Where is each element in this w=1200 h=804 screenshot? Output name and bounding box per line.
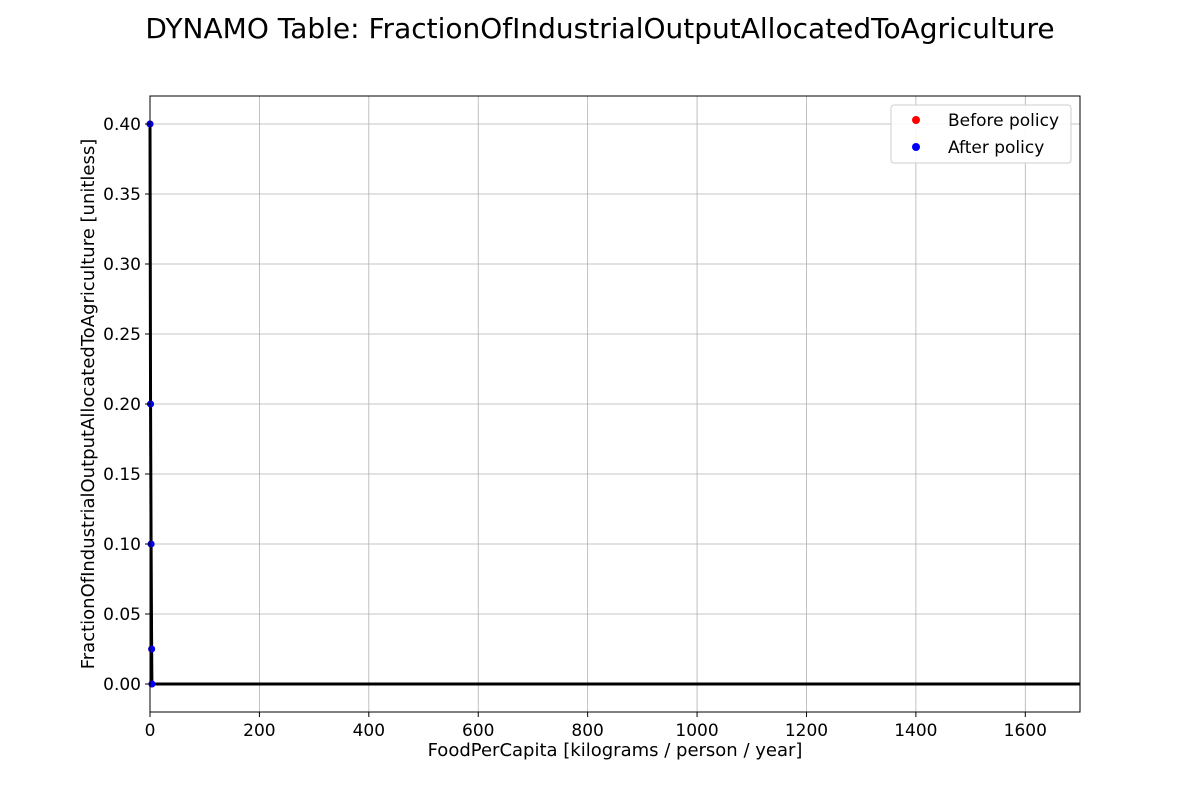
y-tick-label: 0.15 xyxy=(103,465,141,485)
y-tick-label: 0.00 xyxy=(103,675,141,695)
curve-line xyxy=(148,123,1080,686)
x-axis-label: FoodPerCapita [kilograms / person / year… xyxy=(428,740,803,761)
x-tick-label: 1600 xyxy=(1004,721,1047,741)
y-tick-label: 0.35 xyxy=(103,185,141,205)
x-tick-label: 200 xyxy=(243,721,275,741)
curve xyxy=(148,123,1080,686)
x-tick-label: 0 xyxy=(145,721,156,741)
axis-ticks: 0 200 400 600 800 1000 1200 1400 1600 0.00 0.05 0.1… xyxy=(103,115,1047,741)
legend-label-before: Before policy xyxy=(948,111,1059,131)
y-tick-label: 0.40 xyxy=(103,115,141,135)
grid xyxy=(149,96,1080,712)
after-policy-point xyxy=(148,645,156,653)
x-tick-label: 600 xyxy=(462,721,494,741)
legend: Before policy After policy xyxy=(890,104,1072,164)
chart-title: DYNAMO Table: FractionOfIndustrialOutput… xyxy=(145,12,1054,45)
legend-label-after: After policy xyxy=(948,138,1044,158)
x-tick-label: 800 xyxy=(571,721,603,741)
legend-marker-after xyxy=(912,143,920,151)
y-tick-label: 0.05 xyxy=(103,605,141,625)
y-tick-label: 0.30 xyxy=(103,255,141,275)
x-tick-label: 400 xyxy=(353,721,385,741)
after-policy-point xyxy=(147,400,155,408)
legend-marker-before xyxy=(912,116,920,124)
legend-box xyxy=(890,104,1072,164)
after-policy-point xyxy=(147,540,155,548)
x-tick-label: 1400 xyxy=(894,721,937,741)
y-tick-label: 0.20 xyxy=(103,395,141,415)
x-tick-label: 1000 xyxy=(675,721,718,741)
y-tick-label: 0.10 xyxy=(103,535,141,555)
y-tick-label: 0.25 xyxy=(103,325,141,345)
y-axis-label: FractionOfIndustrialOutputAllocatedToAgr… xyxy=(78,139,99,670)
x-tick-label: 1200 xyxy=(785,721,828,741)
